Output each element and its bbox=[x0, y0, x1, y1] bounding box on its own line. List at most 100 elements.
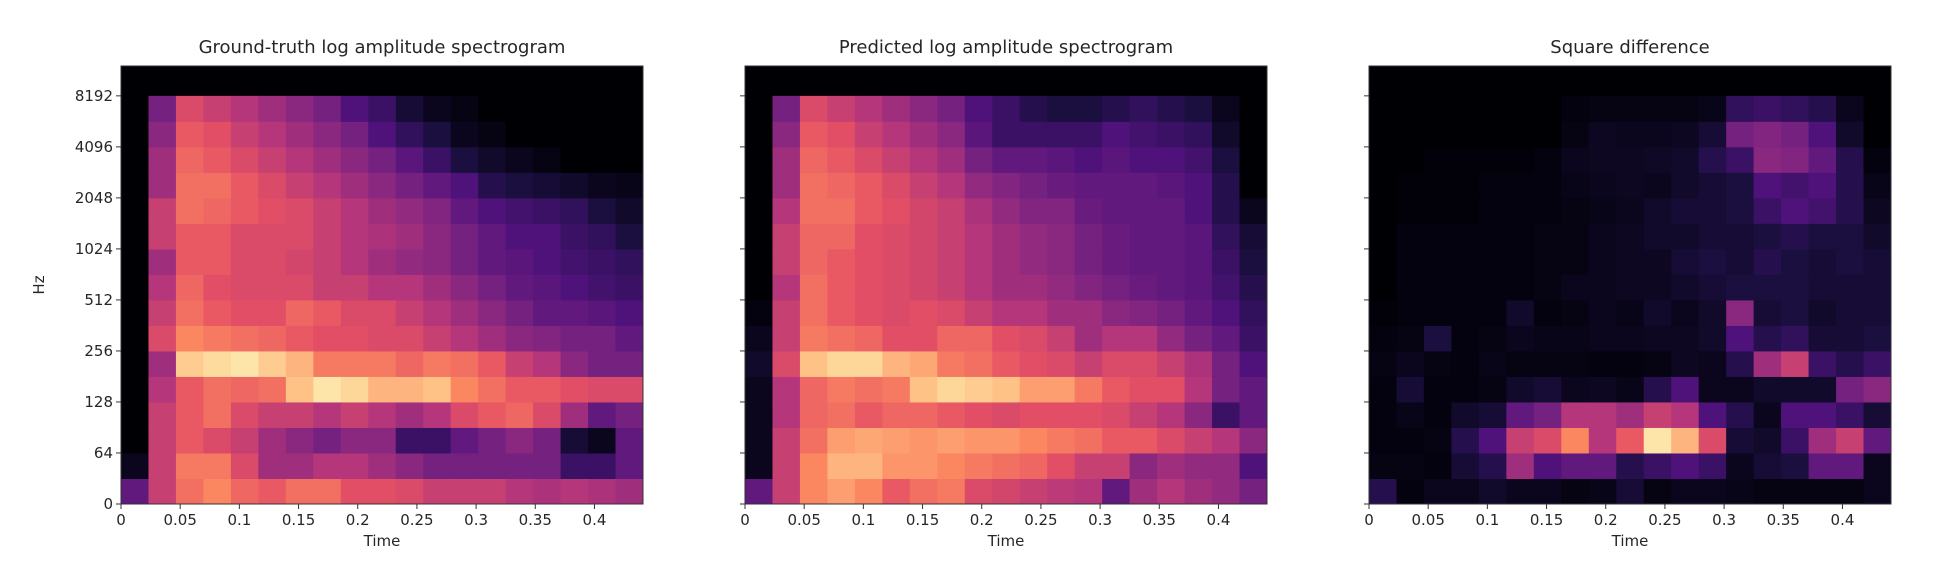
spectrogram-cell bbox=[1616, 172, 1645, 199]
spectrogram-cell bbox=[478, 223, 507, 250]
spectrogram-cell bbox=[1047, 299, 1076, 326]
spectrogram-cell bbox=[799, 197, 828, 224]
spectrogram-cell bbox=[258, 478, 287, 505]
spectrogram-cell bbox=[340, 299, 369, 326]
spectrogram-cell bbox=[1396, 146, 1425, 173]
x-tick-label: 0.3 bbox=[1712, 511, 1736, 529]
spectrogram-cell bbox=[1423, 325, 1452, 352]
spectrogram-cell bbox=[203, 121, 232, 148]
spectrogram-cell bbox=[1643, 452, 1672, 479]
spectrogram-cell bbox=[1239, 401, 1268, 428]
spectrogram-cell bbox=[175, 478, 204, 505]
spectrogram-cell bbox=[615, 350, 644, 377]
spectrogram-cell bbox=[533, 350, 562, 377]
spectrogram-cell bbox=[1129, 248, 1158, 275]
spectrogram-cell bbox=[1643, 223, 1672, 250]
spectrogram-cell bbox=[313, 299, 342, 326]
spectrogram-cell bbox=[1129, 401, 1158, 428]
spectrogram-cell bbox=[1239, 146, 1268, 173]
spectrogram-cell bbox=[1533, 121, 1562, 148]
spectrogram-cell bbox=[1396, 401, 1425, 428]
spectrogram-cell bbox=[799, 248, 828, 275]
spectrogram-cell bbox=[121, 197, 149, 224]
spectrogram-cell bbox=[175, 325, 204, 352]
spectrogram-cell bbox=[882, 197, 911, 224]
spectrogram-cell bbox=[450, 146, 479, 173]
spectrogram-cell bbox=[1643, 376, 1672, 403]
spectrogram-cell bbox=[1781, 478, 1810, 505]
y-tick-label: 512 bbox=[84, 291, 113, 309]
spectrogram-cell bbox=[1808, 401, 1837, 428]
spectrogram-cell bbox=[1423, 223, 1452, 250]
spectrogram-cell bbox=[745, 452, 773, 479]
spectrogram-cell bbox=[340, 95, 369, 122]
spectrogram-cell bbox=[1478, 325, 1507, 352]
spectrogram-cell bbox=[1616, 274, 1645, 301]
spectrogram-cell bbox=[1616, 197, 1645, 224]
spectrogram-cell bbox=[1698, 197, 1727, 224]
spectrogram-cell bbox=[258, 350, 287, 377]
spectrogram-cell bbox=[368, 172, 397, 199]
spectrogram-cell bbox=[1726, 274, 1755, 301]
spectrogram-cell bbox=[1047, 223, 1076, 250]
y-axis-label: Hz bbox=[30, 275, 48, 294]
x-tick-label: 0 bbox=[1364, 511, 1374, 529]
spectrogram-cell bbox=[1423, 427, 1452, 454]
x-tick-label: 0 bbox=[116, 511, 126, 529]
spectrogram-cell bbox=[505, 350, 534, 377]
spectrogram-cell bbox=[1157, 401, 1186, 428]
spectrogram-cell bbox=[1212, 197, 1241, 224]
spectrogram-cell bbox=[340, 350, 369, 377]
spectrogram-cell bbox=[799, 121, 828, 148]
spectrogram-cell bbox=[1184, 452, 1213, 479]
spectrogram-cell bbox=[560, 427, 589, 454]
spectrogram-cell bbox=[772, 427, 801, 454]
spectrogram-cell bbox=[1643, 146, 1672, 173]
spectrogram-cell bbox=[1643, 478, 1672, 505]
spectrogram-cell bbox=[1212, 299, 1241, 326]
spectrogram-cell bbox=[423, 376, 452, 403]
x-tick-label: 0.4 bbox=[583, 511, 607, 529]
spectrogram-cell bbox=[203, 274, 232, 301]
spectrogram-cell bbox=[745, 197, 773, 224]
spectrogram-cell bbox=[1074, 452, 1103, 479]
spectrogram-cell bbox=[450, 172, 479, 199]
spectrogram-cell bbox=[1239, 427, 1268, 454]
spectrogram-cell bbox=[340, 478, 369, 505]
spectrogram-cell bbox=[1423, 172, 1452, 199]
spectrogram-cell bbox=[745, 325, 773, 352]
spectrogram-cell bbox=[368, 478, 397, 505]
spectrogram-cell bbox=[1808, 197, 1837, 224]
spectrogram-cell bbox=[395, 172, 424, 199]
spectrogram-cell bbox=[148, 401, 177, 428]
spectrogram-cell bbox=[1781, 452, 1810, 479]
spectrogram-cell bbox=[368, 427, 397, 454]
spectrogram-cell bbox=[368, 223, 397, 250]
spectrogram-cell bbox=[827, 350, 856, 377]
spectrogram-cell bbox=[1019, 427, 1048, 454]
x-axis-label: Time bbox=[363, 532, 401, 550]
spectrogram-cell bbox=[1019, 197, 1048, 224]
spectrogram-cell bbox=[1157, 325, 1186, 352]
spectrogram-cell bbox=[478, 376, 507, 403]
spectrogram-cell bbox=[1212, 350, 1241, 377]
spectrogram-cell bbox=[1423, 478, 1452, 505]
spectrogram-cell bbox=[1588, 248, 1617, 275]
spectrogram-cell bbox=[1451, 146, 1480, 173]
spectrogram-cell bbox=[1019, 274, 1048, 301]
spectrogram-cell bbox=[423, 325, 452, 352]
spectrogram-cell bbox=[1863, 146, 1892, 173]
spectrogram-cell bbox=[560, 121, 589, 148]
spectrogram-cell bbox=[854, 172, 883, 199]
spectrogram-cell bbox=[203, 299, 232, 326]
spectrogram-cell bbox=[505, 95, 534, 122]
spectrogram-cell bbox=[1396, 478, 1425, 505]
spectrogram-cell bbox=[827, 223, 856, 250]
spectrogram-cell bbox=[1698, 121, 1727, 148]
x-axis-label: Time bbox=[1611, 532, 1649, 550]
spectrogram-cell bbox=[1616, 248, 1645, 275]
spectrogram-cell bbox=[450, 350, 479, 377]
spectrogram-cell bbox=[1781, 376, 1810, 403]
spectrogram-cell bbox=[148, 197, 177, 224]
spectrogram-cell bbox=[1561, 248, 1590, 275]
